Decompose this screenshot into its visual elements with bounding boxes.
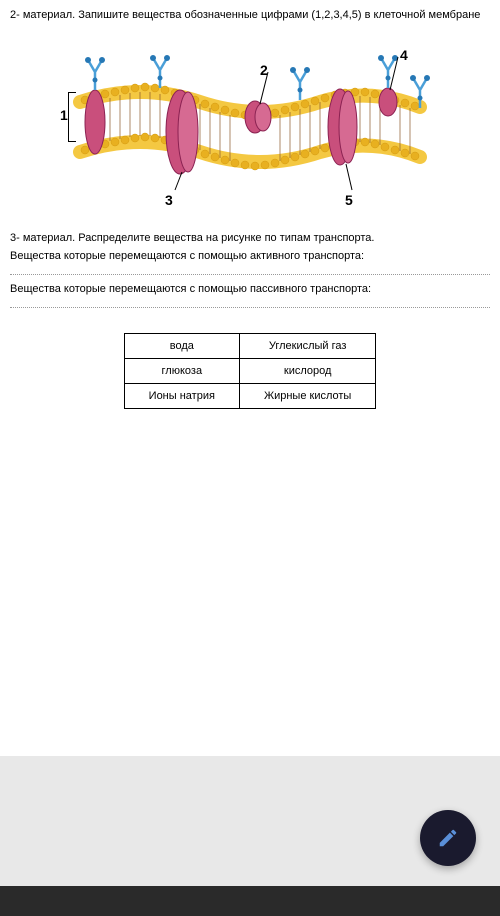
diagram-label-2: 2 bbox=[260, 62, 268, 78]
bottom-dark-bar bbox=[0, 886, 500, 916]
task2-text: 2- материал. Запишите вещества обозначен… bbox=[10, 8, 490, 22]
table-cell: глюкоза bbox=[124, 359, 239, 384]
diagram-label-5: 5 bbox=[345, 192, 353, 208]
substance-table: вода Углекислый газ глюкоза кислород Ион… bbox=[124, 333, 377, 409]
table-cell: кислород bbox=[239, 359, 375, 384]
pencil-icon bbox=[437, 827, 459, 849]
diagram-label-4: 4 bbox=[400, 47, 408, 63]
table-cell: Ионы натрия bbox=[124, 384, 239, 409]
task3-active: Вещества которые перемещаются с помощью … bbox=[10, 250, 490, 262]
diagram-label-3: 3 bbox=[165, 192, 173, 208]
table-row: Ионы натрия Жирные кислоты bbox=[124, 384, 376, 409]
edit-fab-button[interactable] bbox=[420, 810, 476, 866]
diagram-label-1: 1 bbox=[60, 107, 68, 123]
table-row: глюкоза кислород bbox=[124, 359, 376, 384]
task3-passive: Вещества которые перемещаются с помощью … bbox=[10, 283, 490, 295]
answer-line-active bbox=[10, 265, 490, 275]
task3-heading: 3- материал. Распределите вещества на ри… bbox=[10, 232, 490, 244]
table-cell: вода bbox=[124, 334, 239, 359]
table-cell: Жирные кислоты bbox=[239, 384, 375, 409]
answer-line-passive bbox=[10, 298, 490, 308]
membrane-diagram: 1 2 3 4 5 bbox=[60, 32, 440, 212]
table-row: вода Углекислый газ bbox=[124, 334, 376, 359]
label-1-bracket bbox=[68, 92, 76, 142]
table-cell: Углекислый газ bbox=[239, 334, 375, 359]
